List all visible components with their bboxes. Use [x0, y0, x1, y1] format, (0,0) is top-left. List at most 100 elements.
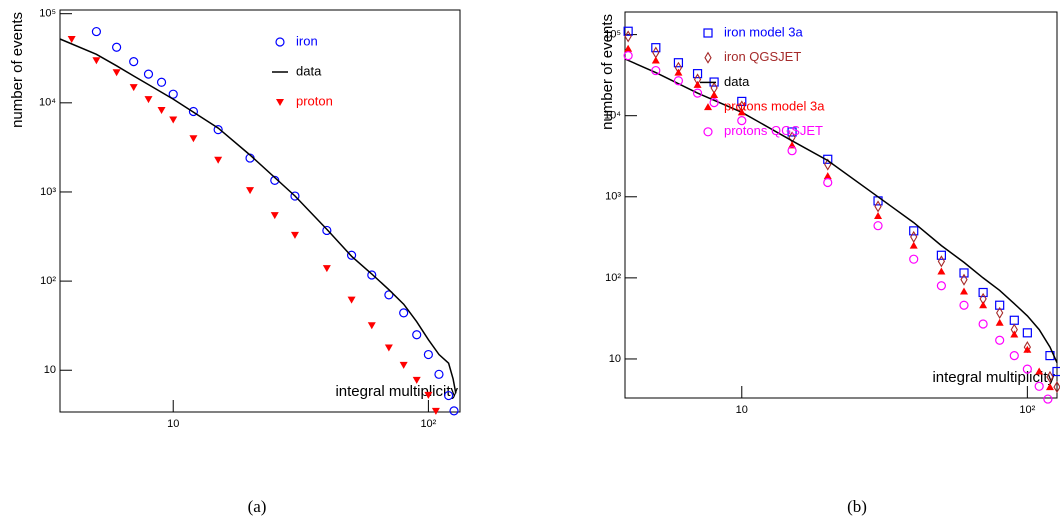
caption: (a): [248, 497, 267, 516]
data-point: [1022, 328, 1032, 338]
data-point: [709, 98, 719, 108]
data-point: [92, 57, 101, 65]
data-point: [873, 221, 883, 231]
data-point: [189, 135, 198, 143]
y-tick-label: 10²: [605, 272, 621, 284]
legend-label: data: [724, 74, 750, 89]
legend-label: proton: [296, 93, 333, 108]
legend-label: data: [296, 63, 322, 78]
data-point: [692, 88, 703, 98]
data-point: [995, 300, 1005, 310]
data-point: [412, 330, 422, 340]
data-point: [384, 290, 394, 300]
legend-marker: [704, 103, 712, 111]
data-point: [673, 76, 684, 86]
data-point: [188, 106, 199, 117]
legend-marker: [276, 99, 284, 106]
data-point: [424, 391, 433, 399]
data-point: [995, 318, 1004, 326]
y-tick-label: 10: [44, 364, 56, 376]
data-point: [213, 125, 223, 135]
data-point: [651, 65, 661, 76]
data-point: [1009, 351, 1019, 361]
data-point: [1010, 330, 1019, 338]
y-tick-label: 10⁵: [604, 29, 621, 41]
data-point: [1046, 370, 1054, 384]
x-tick-label: 10: [736, 404, 748, 416]
data-point: [347, 296, 356, 304]
data-point: [710, 90, 719, 98]
plot-frame: [59, 9, 461, 413]
data-point: [692, 69, 703, 79]
data-point: [978, 319, 988, 329]
data-point: [1023, 345, 1032, 353]
data-line: [59, 38, 457, 394]
data-point: [1052, 366, 1060, 377]
data-point: [1009, 315, 1019, 325]
x-axis-label: integral multiplicity: [932, 369, 1055, 386]
data-point: [156, 77, 167, 87]
data-point: [909, 254, 919, 264]
data-point: [978, 287, 988, 298]
data-point: [144, 96, 153, 104]
data-point: [157, 107, 166, 115]
data-point: [737, 96, 747, 107]
data-point: [874, 200, 882, 213]
data-point: [936, 281, 946, 291]
y-axis-label: number of events: [9, 12, 26, 128]
legend-marker: [703, 127, 713, 137]
data-point: [737, 115, 747, 126]
data-point: [384, 344, 393, 352]
data-point: [143, 69, 154, 79]
data-point: [1035, 367, 1044, 375]
data-point: [874, 211, 883, 219]
data-point: [169, 116, 178, 124]
data-point: [367, 270, 377, 280]
data-point: [823, 177, 833, 188]
data-point: [787, 127, 797, 137]
data-point: [112, 42, 122, 52]
data-point: [624, 30, 632, 43]
data-point: [674, 68, 683, 76]
data-point: [936, 250, 946, 260]
data-point: [737, 108, 746, 116]
x-tick-label: 10: [167, 418, 179, 430]
y-tick-label: 10²: [40, 275, 56, 287]
legend-label: protons model 3a: [724, 99, 825, 114]
data-point: [937, 267, 946, 275]
legend-label: protons QGSJET: [724, 123, 823, 138]
data-point: [67, 36, 76, 44]
data-point: [787, 146, 797, 156]
data-point: [270, 212, 279, 220]
data-point: [431, 407, 440, 415]
data-point: [995, 335, 1005, 345]
data-point: [624, 44, 633, 52]
x-axis-label: integral multiplicity: [335, 383, 458, 400]
data-point: [909, 241, 918, 249]
legend-label: iron model 3a: [724, 24, 804, 39]
y-tick-label: 10³: [605, 191, 621, 203]
data-point: [652, 46, 660, 59]
data-point: [444, 390, 454, 401]
data-point: [168, 89, 178, 99]
data-point: [823, 172, 832, 180]
caption: (b): [847, 497, 867, 516]
legend-label: iron QGSJET: [724, 49, 801, 64]
legend-marker: [704, 51, 712, 64]
data-point: [673, 58, 684, 68]
data-point: [909, 226, 919, 236]
data-line: [624, 58, 1058, 364]
data-point: [1022, 364, 1032, 374]
data-point: [423, 349, 433, 360]
data-point: [367, 322, 376, 330]
data-point: [112, 69, 121, 77]
data-point: [960, 273, 968, 286]
data-point: [651, 43, 661, 53]
data-point: [246, 187, 255, 195]
data-point: [449, 406, 459, 416]
data-point: [214, 156, 223, 164]
data-point: [937, 255, 946, 268]
x-tick-label: 10²: [420, 418, 436, 430]
y-tick-label: 10⁵: [39, 8, 56, 20]
